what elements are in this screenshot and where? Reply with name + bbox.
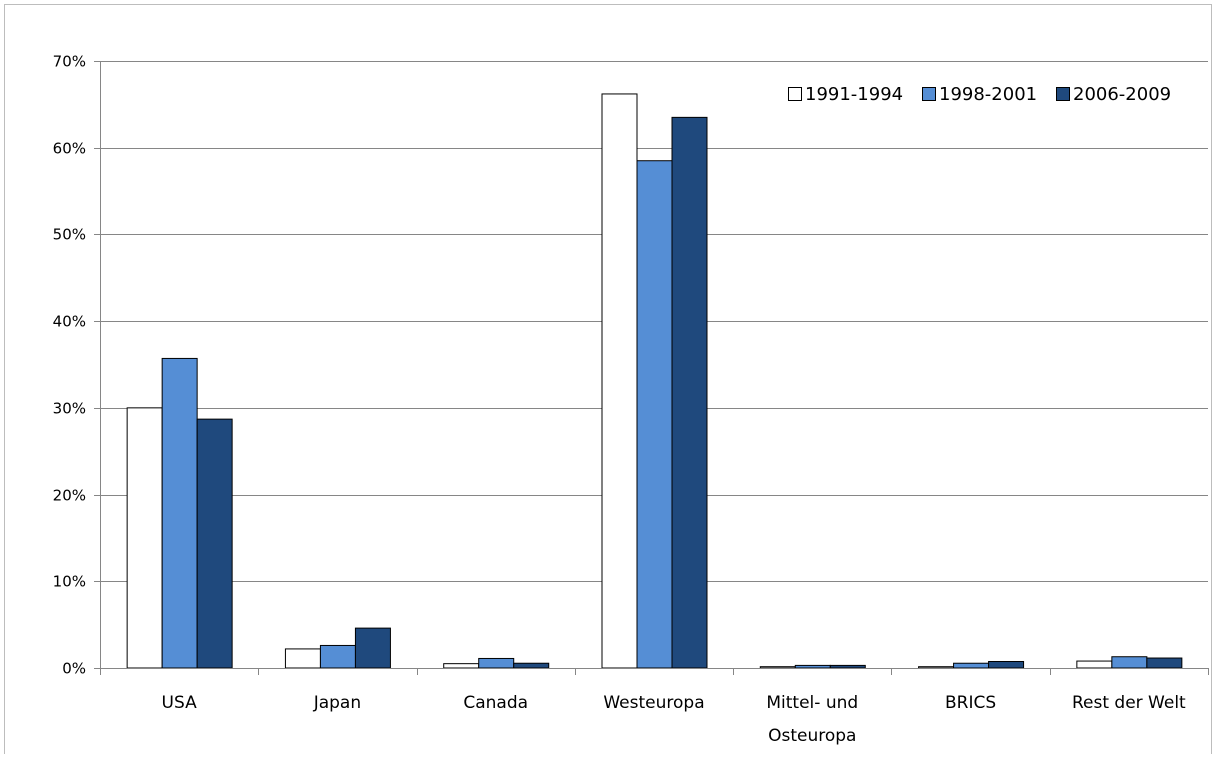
y-tick-label: 60% — [53, 140, 86, 158]
y-tick-label: 70% — [53, 53, 86, 71]
bar — [794, 664, 831, 669]
legend-label: 1998-2001 — [939, 84, 1037, 105]
bar — [478, 657, 515, 669]
y-tick-label: 30% — [53, 400, 86, 418]
x-tick-label: Canada — [463, 693, 528, 713]
x-tick-label: Mittel- und — [766, 693, 858, 713]
bar — [671, 116, 708, 669]
legend: 1991-1994 1998-2001 2006-2009 — [788, 84, 1171, 105]
legend-swatch — [922, 87, 936, 101]
x-tick-label: Osteuropa — [768, 726, 856, 746]
bar — [1111, 656, 1148, 669]
bar — [513, 662, 550, 669]
bar — [829, 664, 866, 669]
legend-label: 1991-1994 — [805, 84, 903, 105]
x-tick-label: Japan — [313, 693, 361, 713]
bar — [284, 648, 321, 669]
x-tick-label: BRICS — [945, 693, 996, 713]
bar — [1076, 660, 1113, 669]
bar — [354, 627, 391, 669]
y-tick-label: 50% — [53, 226, 86, 244]
bar — [759, 666, 796, 669]
bar — [1146, 657, 1183, 669]
y-axis: 0% 10% 20% 30% 40% 50% 60% 70% — [53, 53, 101, 678]
bar — [196, 418, 233, 669]
legend-label: 2006-2009 — [1073, 84, 1171, 105]
bar — [601, 93, 638, 669]
bar — [918, 666, 955, 669]
legend-swatch — [1056, 87, 1070, 101]
bar — [443, 663, 480, 669]
x-axis: USA Japan Canada Westeuropa Mittel- und Osteu… — [100, 668, 1209, 746]
bar — [319, 644, 356, 669]
y-tick-label: 20% — [53, 487, 86, 505]
bars — [126, 93, 1183, 669]
bar — [953, 662, 990, 669]
bar — [636, 160, 673, 669]
chart-frame — [4, 4, 1212, 754]
y-tick-label: 10% — [53, 573, 86, 591]
x-tick-label: Westeuropa — [603, 693, 704, 713]
bar — [161, 357, 198, 669]
y-tick-label: 0% — [62, 660, 86, 678]
bar — [988, 660, 1025, 669]
legend-swatch — [788, 87, 802, 101]
y-tick-label: 40% — [53, 313, 86, 331]
bar — [126, 407, 163, 669]
x-tick-label: USA — [162, 693, 198, 713]
x-tick-label: Rest der Welt — [1072, 693, 1186, 713]
